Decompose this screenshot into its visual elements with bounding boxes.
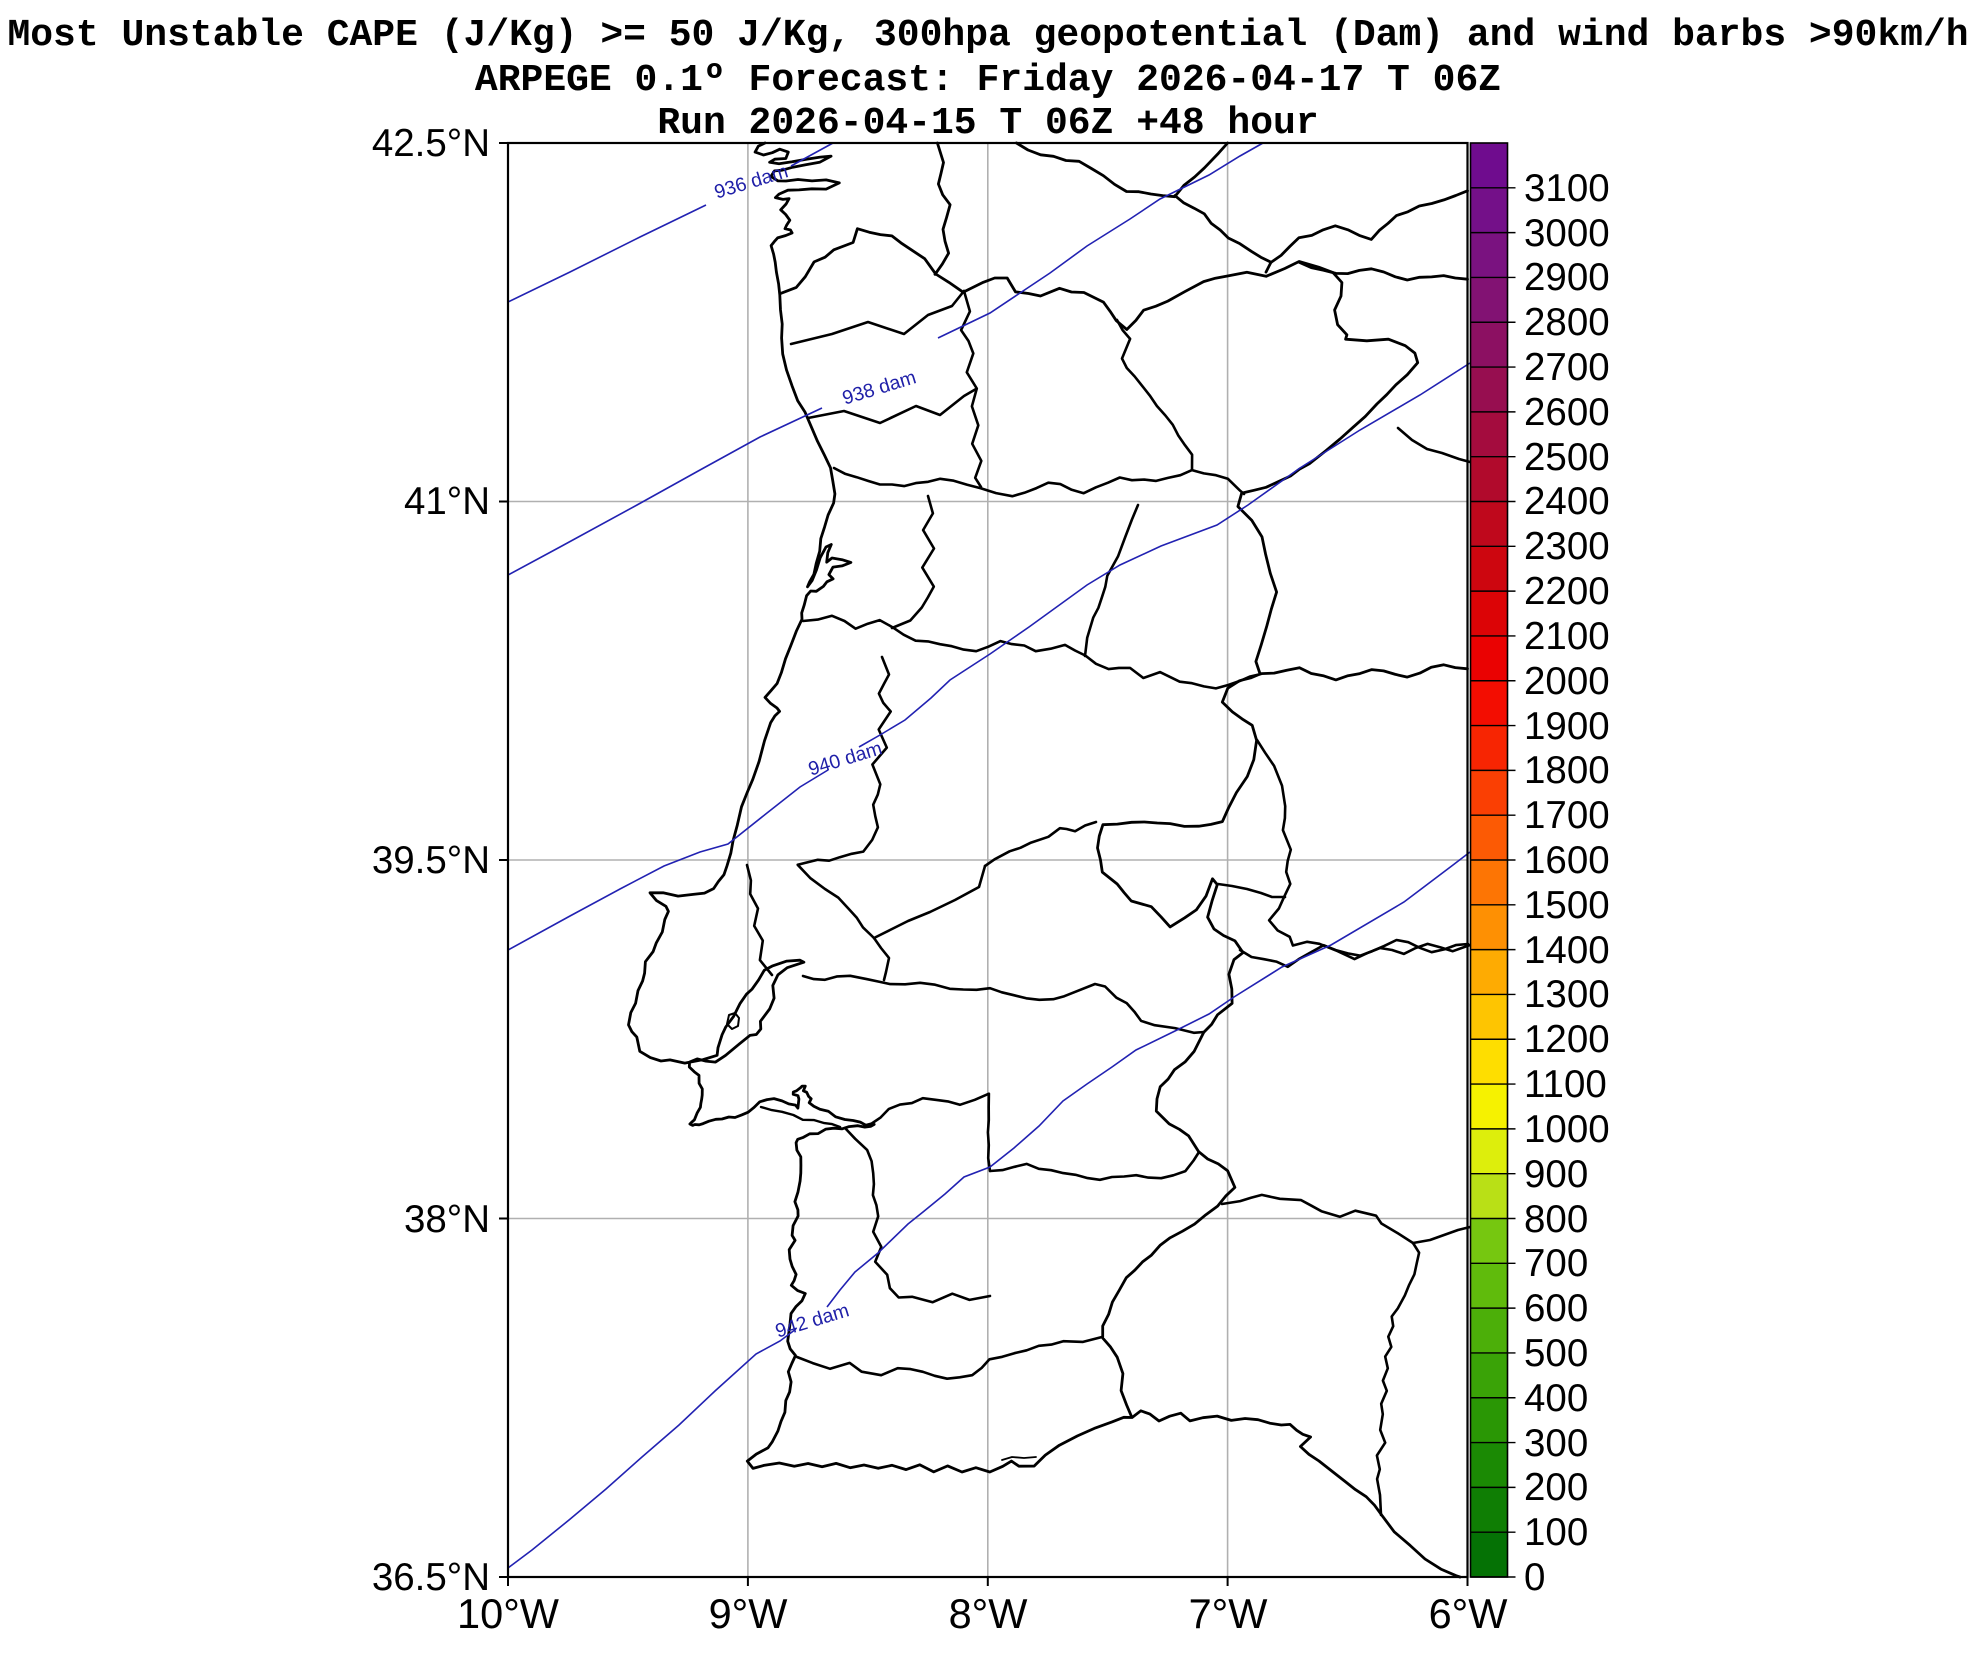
svg-text:1700: 1700 — [1524, 794, 1610, 837]
svg-text:700: 700 — [1524, 1242, 1588, 1285]
svg-text:42.5°N: 42.5°N — [372, 122, 490, 165]
svg-text:400: 400 — [1524, 1377, 1588, 1420]
svg-text:2500: 2500 — [1524, 436, 1610, 479]
svg-text:600: 600 — [1524, 1287, 1588, 1330]
svg-text:500: 500 — [1524, 1332, 1588, 1375]
svg-text:2300: 2300 — [1524, 525, 1610, 568]
svg-text:2600: 2600 — [1524, 391, 1610, 434]
svg-text:36.5°N: 36.5°N — [372, 1556, 490, 1599]
svg-text:1300: 1300 — [1524, 973, 1610, 1016]
svg-text:6°W: 6°W — [1429, 1590, 1509, 1637]
svg-text:2800: 2800 — [1524, 301, 1610, 344]
svg-text:ARPEGE 0.1º Forecast: Friday 2: ARPEGE 0.1º Forecast: Friday 2026-04-17 … — [475, 59, 1501, 102]
svg-text:39.5°N: 39.5°N — [372, 839, 490, 882]
svg-text:300: 300 — [1524, 1422, 1588, 1465]
svg-text:3000: 3000 — [1524, 212, 1610, 255]
svg-text:2100: 2100 — [1524, 615, 1610, 658]
svg-text:1900: 1900 — [1524, 705, 1610, 748]
svg-text:1100: 1100 — [1524, 1063, 1607, 1106]
svg-text:800: 800 — [1524, 1198, 1588, 1241]
svg-text:2400: 2400 — [1524, 480, 1610, 523]
svg-text:8°W: 8°W — [949, 1590, 1029, 1637]
svg-text:1200: 1200 — [1524, 1018, 1610, 1061]
svg-text:100: 100 — [1524, 1511, 1588, 1554]
svg-text:2200: 2200 — [1524, 570, 1610, 613]
svg-text:900: 900 — [1524, 1153, 1588, 1196]
svg-text:1400: 1400 — [1524, 929, 1610, 972]
svg-text:Most Unstable CAPE (J/Kg) >= 5: Most Unstable CAPE (J/Kg) >= 50 J/Kg, 30… — [7, 14, 1968, 57]
svg-text:0: 0 — [1524, 1556, 1545, 1599]
svg-text:1500: 1500 — [1524, 884, 1610, 927]
svg-text:1000: 1000 — [1524, 1108, 1610, 1151]
svg-text:10°W: 10°W — [457, 1590, 560, 1637]
svg-text:2000: 2000 — [1524, 660, 1610, 703]
svg-text:Run 2026-04-15 T 06Z +48 hour: Run 2026-04-15 T 06Z +48 hour — [657, 102, 1318, 145]
svg-text:1800: 1800 — [1524, 749, 1610, 792]
svg-text:9°W: 9°W — [709, 1590, 789, 1637]
svg-text:7°W: 7°W — [1189, 1590, 1269, 1637]
svg-text:1600: 1600 — [1524, 839, 1610, 882]
svg-text:41°N: 41°N — [404, 480, 490, 523]
svg-text:2700: 2700 — [1524, 346, 1610, 389]
svg-text:3100: 3100 — [1524, 167, 1610, 210]
svg-text:200: 200 — [1524, 1466, 1588, 1509]
svg-text:38°N: 38°N — [404, 1198, 490, 1241]
svg-text:2900: 2900 — [1524, 256, 1610, 299]
